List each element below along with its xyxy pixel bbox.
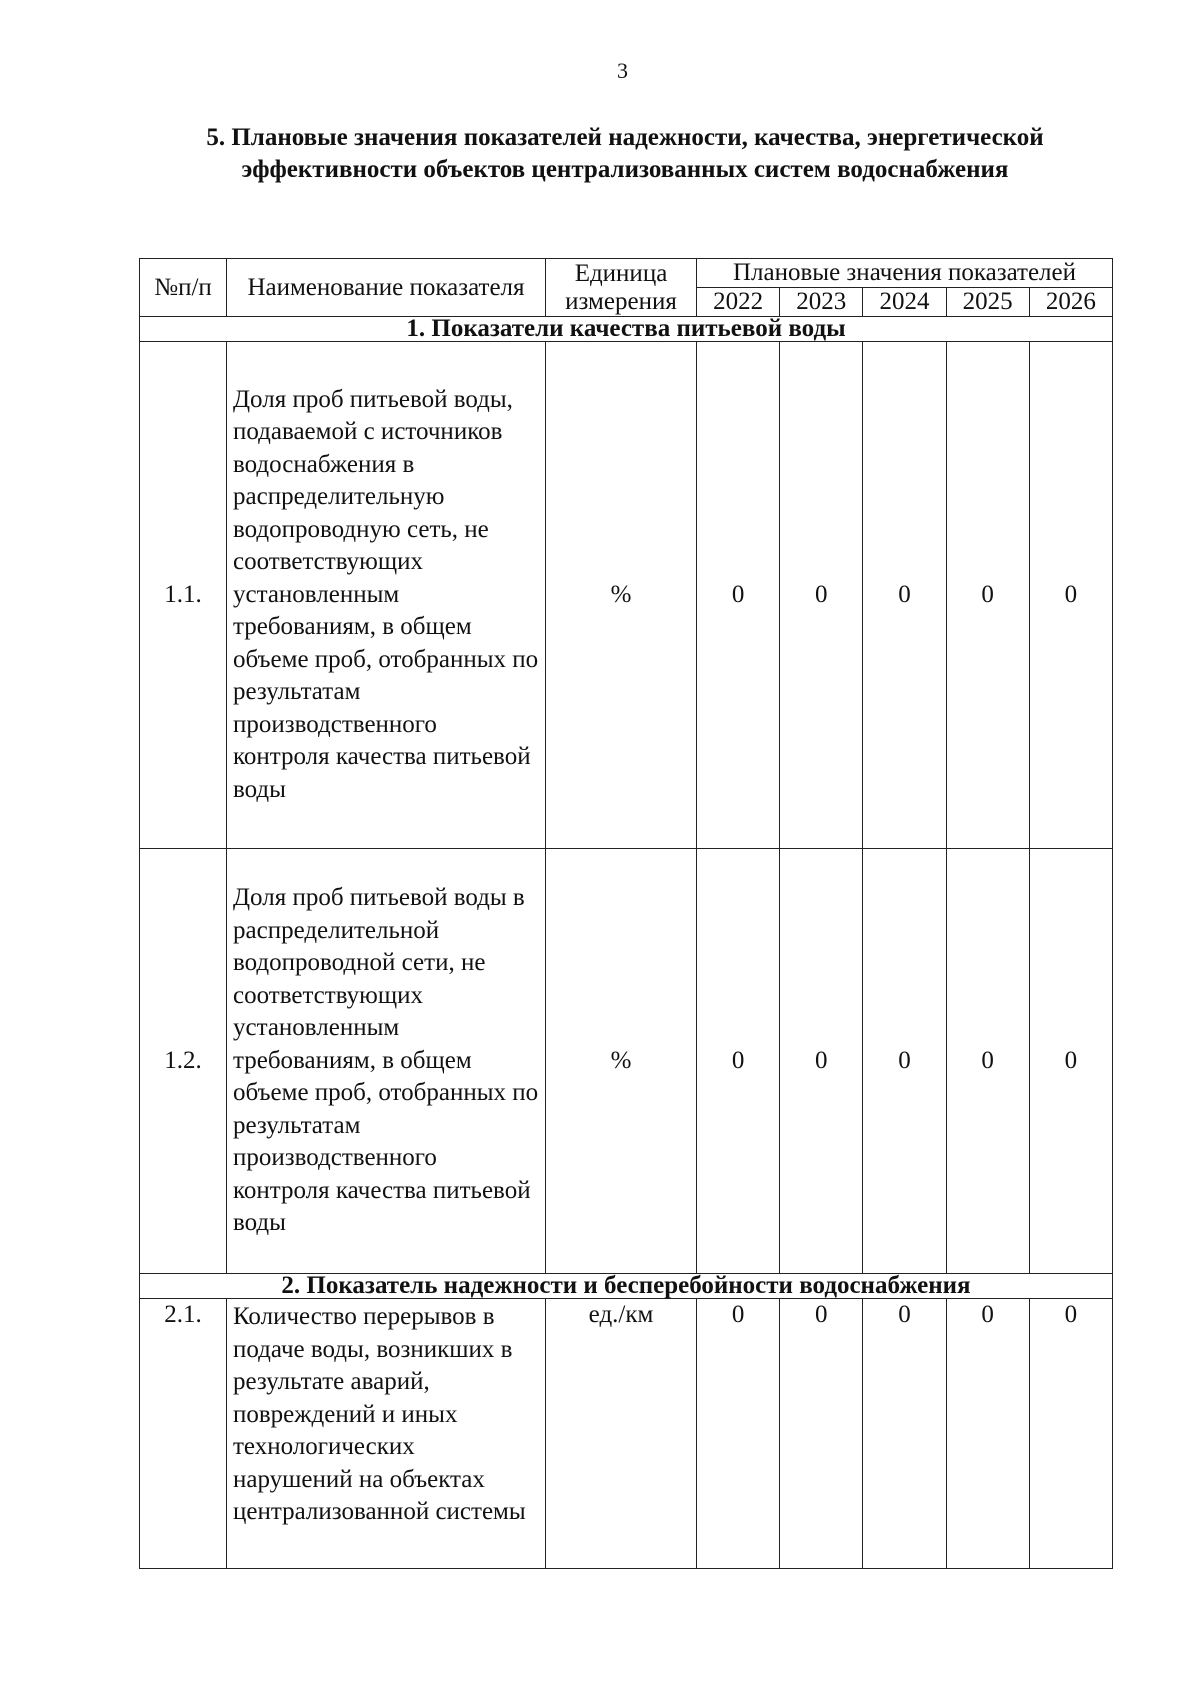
section-row: 1. Показатели качества питьевой воды — [139, 316, 1113, 342]
row-value: 0 — [862, 848, 947, 1274]
page-number: 3 — [617, 58, 628, 83]
table-row: 1.2. Доля проб питьевой воды в распредел… — [139, 848, 1114, 1274]
row-num: 1.1. — [139, 341, 227, 849]
row-value: 0 — [695, 1298, 781, 1569]
row-value: 0 — [695, 341, 781, 849]
row-value: 0 — [945, 1298, 1030, 1569]
header-year: 2022 — [695, 287, 781, 317]
row-num: 1.2. — [139, 848, 227, 1274]
header-unit: Единица измерения — [545, 258, 697, 317]
header-num: №п/п — [139, 258, 227, 317]
header-year: 2026 — [1028, 287, 1114, 317]
row-unit: % — [545, 848, 697, 1274]
row-unit: ед./км — [545, 1298, 697, 1569]
header-row: №п/п Наименование показателя Единица изм… — [139, 258, 1113, 317]
row-value: 0 — [945, 848, 1030, 1274]
header-planned: Плановые значения показателей — [696, 258, 1113, 288]
header-year: 2023 — [779, 287, 864, 317]
row-value: 0 — [779, 341, 864, 849]
header-name: Наименование показателя — [226, 258, 546, 317]
section-title: 5. Плановые значения показателей надежно… — [206, 124, 1044, 183]
row-value: 0 — [945, 341, 1030, 849]
table-row: 2.1. Количество перерывов в подаче воды,… — [139, 1298, 1114, 1569]
row-name: Доля проб питьевой воды в распределитель… — [226, 848, 546, 1274]
row-name: Количество перерывов в подаче воды, возн… — [226, 1298, 546, 1569]
row-num: 2.1. — [139, 1298, 227, 1569]
section-title-2: 2. Показатель надежности и бесперебойнос… — [139, 1273, 1113, 1299]
row-value: 0 — [1028, 1298, 1114, 1569]
row-value: 0 — [862, 341, 947, 849]
row-value: 0 — [779, 848, 864, 1274]
table-row: 1.1. Доля проб питьевой воды, подаваемой… — [139, 341, 1114, 849]
row-value: 0 — [1028, 848, 1114, 1274]
row-unit: % — [545, 341, 697, 849]
header-year: 2025 — [945, 287, 1030, 317]
section-row: 2. Показатель надежности и бесперебойнос… — [139, 1273, 1113, 1299]
row-value: 0 — [862, 1298, 947, 1569]
row-value: 0 — [695, 848, 781, 1274]
header-year: 2024 — [862, 287, 947, 317]
row-value: 0 — [779, 1298, 864, 1569]
row-name: Доля проб питьевой воды, подаваемой с ис… — [226, 341, 546, 849]
row-value: 0 — [1028, 341, 1114, 849]
section-title-1: 1. Показатели качества питьевой воды — [139, 316, 1113, 342]
indicators-table: №п/п Наименование показателя Единица изм… — [139, 258, 1114, 1569]
